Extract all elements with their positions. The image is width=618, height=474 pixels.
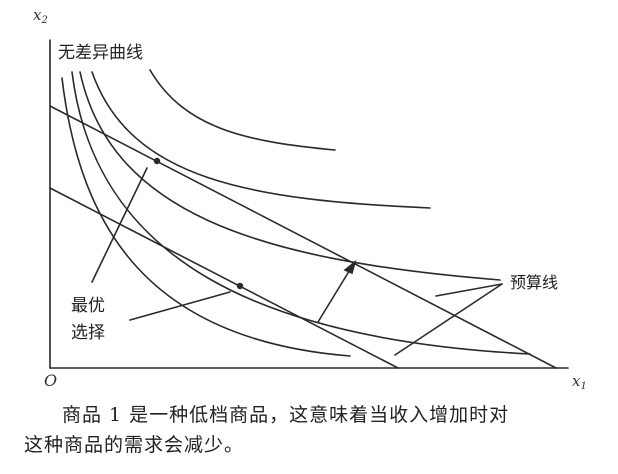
optimal-choice-leader-upper	[91, 167, 148, 283]
optimal-choice-label-line2: 选择	[71, 323, 105, 343]
indifference-curve-2	[71, 71, 531, 355]
optimal-choice-label-line1: 最优	[71, 296, 105, 316]
x-axis-label: x1	[572, 372, 587, 392]
budget-line-low	[49, 187, 399, 369]
indifference-curve-4	[91, 71, 431, 209]
optimal-point-low	[236, 282, 244, 290]
budget-line-high	[49, 105, 557, 369]
origin-label: O	[44, 371, 57, 390]
indifference-curves-label: 无差异曲线	[58, 43, 143, 63]
optimal-point-high	[153, 157, 161, 165]
optimal-choice-leader-lower	[129, 291, 231, 321]
budget-label-leader-upper	[435, 283, 503, 297]
figure-caption: 商品 1 是一种低档商品，这意味着当收入增加时对 这种商品的需求会减少。	[24, 400, 614, 460]
budget-lines-label: 预算线	[510, 273, 558, 292]
shift-arrow	[317, 267, 352, 323]
indifference-curve-5	[149, 69, 336, 151]
indifference-curve-3	[79, 71, 501, 281]
caption-line-2: 这种商品的需求会减少。	[24, 434, 245, 456]
budget-label-leader-lower	[394, 283, 503, 356]
indifference-curve-1	[61, 77, 351, 357]
y-axis-label: x2	[33, 6, 48, 26]
caption-line-1: 商品 1 是一种低档商品，这意味着当收入增加时对	[62, 404, 510, 426]
shift-arrow-head	[343, 259, 357, 275]
